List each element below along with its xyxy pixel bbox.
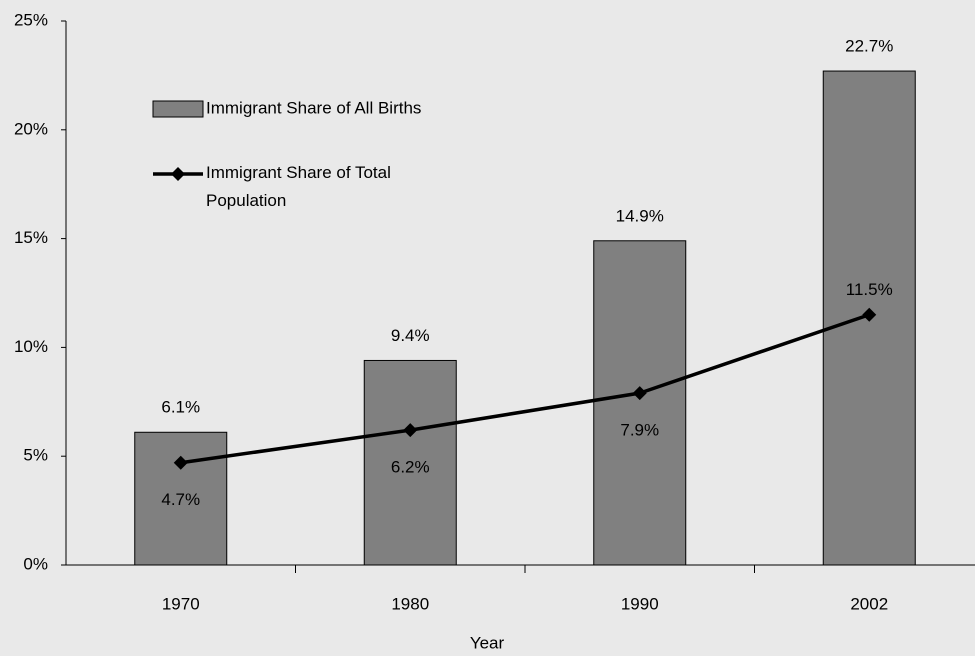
y-tick-label: 20% (14, 119, 48, 138)
bar-value-label: 22.7% (845, 37, 893, 56)
y-tick-label: 25% (14, 10, 48, 29)
bar (363, 359, 457, 566)
y-tick-label: 0% (23, 554, 48, 573)
line-marker (173, 455, 188, 470)
x-tick-label: 1980 (391, 594, 429, 613)
bar (593, 240, 687, 566)
line-marker (403, 423, 418, 438)
legend-swatch (152, 100, 204, 118)
bar-value-label: 14.9% (616, 206, 664, 225)
x-tick-label: 2002 (850, 594, 888, 613)
line-value-label: 7.9% (620, 421, 659, 440)
x-tick-label: 1970 (162, 594, 200, 613)
bar (134, 431, 228, 566)
line-value-label: 4.7% (161, 490, 200, 509)
legend-label: Immigrant Share of All Births (206, 98, 421, 117)
y-tick-label: 5% (23, 446, 48, 465)
line-marker (862, 307, 877, 322)
bar-value-label: 9.4% (391, 326, 430, 345)
line (180, 313, 870, 465)
y-tick-label: 10% (14, 337, 48, 356)
y-tick-label: 15% (14, 228, 48, 247)
line-value-label: 6.2% (391, 458, 430, 477)
bar-value-label: 6.1% (161, 398, 200, 417)
legend-marker (171, 167, 185, 181)
x-tick-label: 1990 (621, 594, 659, 613)
x-axis-label: Year (470, 633, 505, 652)
line-marker (632, 386, 647, 401)
line-value-label: 11.5% (846, 280, 893, 299)
legend-label: Immigrant Share of Total Population (206, 163, 391, 210)
